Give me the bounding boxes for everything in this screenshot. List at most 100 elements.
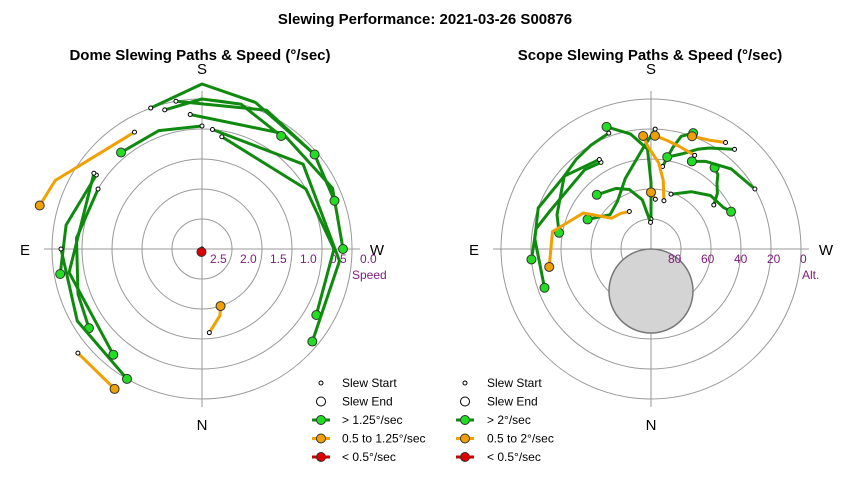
scope-slew-end-4	[539, 282, 550, 293]
scope-slew-start-14	[723, 140, 729, 146]
figure-title: Slewing Performance: 2021-03-26 S00876	[278, 11, 572, 28]
scope-compass-left: E	[469, 242, 479, 259]
scope-slew-path-14	[690, 134, 728, 144]
scope-slew-start-2	[648, 219, 654, 225]
dome-slew-end-8	[122, 373, 132, 384]
scope-radial-tick-label: 80	[668, 252, 682, 266]
dome-slew-start-0	[219, 134, 225, 140]
scope-radial-tick-label: 20	[767, 252, 781, 266]
dome-slew-start-6	[95, 186, 101, 192]
scope-zenith-zone	[608, 248, 694, 334]
scope-slew-path-12	[641, 134, 666, 203]
scope-slew-path-4	[533, 158, 601, 290]
dome-legend-label: 0.5 to 1.25°/sec	[342, 432, 426, 446]
dome-slew-end-3	[329, 195, 340, 206]
dome-slew-end-14	[196, 246, 207, 257]
dome-slew-end-7	[55, 269, 66, 280]
dome-radial-tick-label: 2.5	[210, 252, 227, 266]
scope-slew-end-13	[649, 130, 660, 141]
dome-slew-start-12	[75, 350, 81, 356]
dome-slew-path-12	[76, 351, 117, 391]
scope-slew-path-7	[712, 166, 720, 207]
dome-slew-start-2	[187, 112, 193, 118]
scope-compass-right: W	[819, 242, 834, 259]
dome-slew-end-5	[276, 130, 287, 141]
scope-slew-end-9	[662, 152, 673, 163]
dome-slew-path-11	[38, 130, 136, 207]
dome-radial-tick-label: 1.0	[300, 252, 317, 266]
scope-legend-end-marker	[460, 396, 470, 407]
scope-compass-top: S	[646, 61, 656, 78]
scope-slew-end-12	[638, 130, 649, 141]
dome-legend-marker-mid	[316, 433, 326, 444]
dome-slew-start-4	[148, 105, 154, 111]
scope-legend-label: Slew Start	[487, 376, 542, 390]
dome-slew-end-4	[309, 149, 320, 160]
scope-radial-axis-label: Alt.	[802, 268, 819, 282]
dome-legend-start-marker	[318, 380, 324, 386]
dome-slew-end-11	[34, 200, 45, 211]
dome-legend-marker-slow	[316, 452, 326, 462]
dome-slew-start-1	[209, 126, 215, 132]
scope-slew-end-0	[601, 121, 612, 132]
scope-radial-tick-label: 0	[800, 252, 807, 266]
scope-legend-label: Slew End	[487, 395, 538, 409]
scope-legend-start-marker	[462, 380, 468, 386]
dome-slew-start-5	[162, 107, 168, 113]
dome-legend-label: > 1.25°/sec	[342, 413, 403, 427]
scope-legend-marker-slow	[460, 452, 470, 462]
dome-slew-path-9	[67, 171, 115, 357]
scope-slew-path-9	[665, 146, 737, 159]
scope-slew-end-14	[687, 131, 698, 142]
scope-compass-bottom: N	[646, 417, 657, 434]
dome-slew-end-2	[338, 244, 348, 254]
scope-slew-path-11	[547, 210, 631, 269]
scope-chart-title: Scope Slewing Paths & Speed (°/sec)	[518, 47, 782, 64]
dome-chart-title: Dome Slewing Paths & Speed (°/sec)	[69, 47, 330, 64]
dome-legend-label: < 0.5°/sec	[342, 450, 396, 464]
dome-slew-start-13	[206, 330, 212, 336]
dome-radial-axis-label: Speed	[352, 268, 387, 282]
dome-legend-label: Slew End	[342, 395, 393, 409]
scope-legend-label: < 0.5°/sec	[487, 450, 541, 464]
dome-slew-path-2	[188, 113, 345, 251]
dome-slew-start-10	[199, 123, 205, 129]
scope-slew-end-3	[526, 254, 537, 265]
scope-legend-label: 0.5 to 2°/sec	[487, 432, 554, 446]
scope-slew-start-10	[752, 186, 758, 192]
dome-legend-label: Slew Start	[342, 376, 397, 390]
scope-slew-path-3	[530, 160, 603, 261]
scope-radial-tick-label: 40	[734, 252, 748, 266]
dome-radial-tick-label: 2.0	[240, 252, 257, 266]
dome-slew-start-3	[173, 98, 179, 104]
scope-slew-start-6	[668, 191, 674, 197]
dome-slew-end-13	[215, 301, 226, 312]
scope-slew-end-2	[591, 189, 602, 200]
scope-slew-path-10	[690, 159, 757, 191]
dome-legend: Slew Start Slew End > 1.25°/sec 0.5 to 1.25…	[312, 376, 426, 464]
dome-radial-tick-label: 0.0	[360, 252, 377, 266]
dome-compass-right: W	[370, 242, 385, 259]
scope-slew-start-5	[606, 130, 612, 136]
dome-slew-start-11	[132, 129, 137, 135]
dome-slew-end-1	[307, 336, 318, 347]
dome-slew-path-8	[59, 247, 129, 381]
scope-slew-path-2	[595, 186, 652, 224]
dome-compass-top: S	[197, 61, 207, 78]
dome-slew-start-9	[91, 170, 97, 176]
dome-radial-tick-label: 1.5	[270, 252, 287, 266]
scope-slew-path-5	[555, 131, 611, 235]
dome-legend-end-marker	[316, 396, 326, 407]
scope-legend-label: > 2°/sec	[487, 413, 531, 427]
dome-slew-path-0	[220, 135, 336, 317]
dome-slew-path-6	[75, 187, 100, 330]
scope-polar-plot: S N E W 80 60 40 20 0 Alt.	[469, 61, 834, 434]
scope-slew-start-1	[652, 126, 658, 132]
scope-slew-end-11	[544, 261, 555, 272]
scope-slew-start-7	[711, 202, 717, 208]
scope-legend: Slew Start Slew End > 2°/sec 0.5 to 2°/sec <…	[456, 376, 554, 464]
scope-slew-start-11	[626, 208, 632, 214]
